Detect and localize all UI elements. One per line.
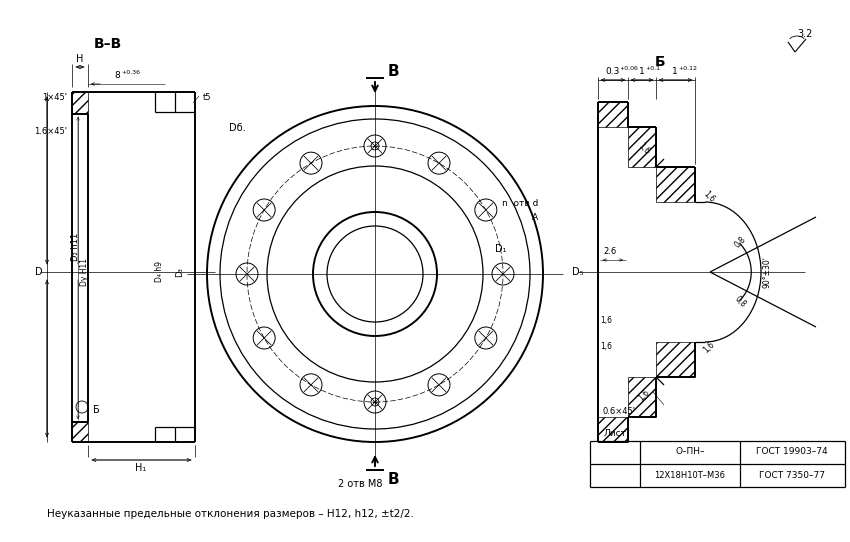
Text: 1,6: 1,6 xyxy=(600,315,612,325)
Text: Лист: Лист xyxy=(604,429,626,438)
Bar xyxy=(72,422,88,442)
Text: ГОСТ 19903–74: ГОСТ 19903–74 xyxy=(756,447,828,455)
Text: 0.6×45': 0.6×45' xyxy=(603,408,636,416)
Text: 1,6: 1,6 xyxy=(701,340,717,354)
Text: 2.6: 2.6 xyxy=(604,248,616,256)
Text: Dб.: Dб. xyxy=(229,123,246,133)
Text: 3.2: 3.2 xyxy=(797,29,813,39)
Text: 1: 1 xyxy=(639,67,645,75)
Text: D₃: D₃ xyxy=(175,267,184,277)
Bar xyxy=(598,102,628,127)
Text: +0.06: +0.06 xyxy=(619,66,638,70)
Text: A: A xyxy=(532,214,538,223)
Bar xyxy=(656,167,695,202)
Text: В: В xyxy=(388,63,399,79)
Text: 0.3: 0.3 xyxy=(606,67,620,75)
Text: D₂ h11: D₂ h11 xyxy=(71,233,81,261)
Text: H₁: H₁ xyxy=(135,463,146,473)
Text: 2 отв М8: 2 отв М8 xyxy=(337,479,382,489)
Text: 1: 1 xyxy=(672,67,677,75)
Text: В–В: В–В xyxy=(94,37,122,51)
Text: H: H xyxy=(76,54,83,64)
Text: D₄ h9: D₄ h9 xyxy=(156,261,165,282)
Text: О–ПН–: О–ПН– xyxy=(675,447,705,455)
Text: 1×45': 1×45' xyxy=(42,93,67,101)
Text: n  отв d: n отв d xyxy=(502,199,538,209)
Text: 1.6×45': 1.6×45' xyxy=(34,127,67,137)
Text: Б: Б xyxy=(93,405,99,415)
Text: ГОСТ 7350–77: ГОСТ 7350–77 xyxy=(759,470,825,480)
Text: 90°±30': 90°±30' xyxy=(762,256,772,288)
Text: +0.1: +0.1 xyxy=(645,66,660,70)
Bar xyxy=(72,92,88,114)
Text: 0,8: 0,8 xyxy=(733,294,747,309)
Text: 1,6: 1,6 xyxy=(701,190,717,204)
Text: Неуказанные предельные отклонения размеров – Н12, h12, ±t2/2.: Неуказанные предельные отклонения размер… xyxy=(47,509,413,519)
Text: 1,6: 1,6 xyxy=(637,141,651,157)
Text: D: D xyxy=(35,267,42,277)
Text: 0,8: 0,8 xyxy=(733,235,747,249)
Text: В: В xyxy=(388,472,399,487)
Bar xyxy=(628,127,656,167)
Text: Б: Б xyxy=(654,55,666,69)
Text: 8: 8 xyxy=(114,72,120,81)
Text: +0.12: +0.12 xyxy=(678,66,697,70)
Bar xyxy=(656,342,695,377)
Text: Dу H11: Dу H11 xyxy=(81,258,89,286)
Text: 1,6: 1,6 xyxy=(637,388,651,402)
Text: 12Х18Н10Т–М36: 12Х18Н10Т–М36 xyxy=(654,470,726,480)
Text: 1,6: 1,6 xyxy=(600,343,612,352)
Text: D₁: D₁ xyxy=(495,244,507,254)
Text: +0.36: +0.36 xyxy=(121,70,140,75)
Text: t5: t5 xyxy=(203,93,212,101)
Bar xyxy=(628,377,656,417)
Bar xyxy=(598,417,628,442)
Text: D₅: D₅ xyxy=(572,267,584,277)
